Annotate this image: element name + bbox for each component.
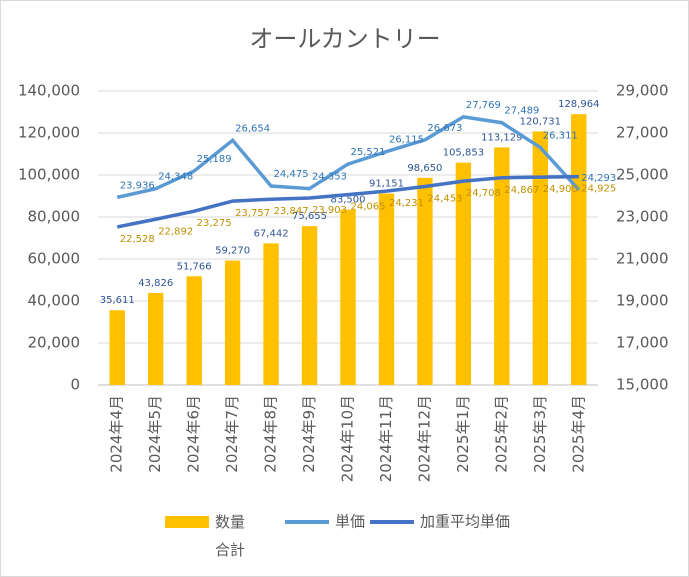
bar-value-label: 128,964	[558, 99, 599, 110]
bar	[340, 209, 356, 385]
line-value-label: 24,293	[581, 173, 616, 184]
line-value-label: 24,453	[427, 193, 462, 204]
bar	[186, 276, 202, 385]
bar-value-label: 59,270	[215, 246, 250, 257]
line-value-label: 22,892	[158, 226, 193, 237]
line	[116, 115, 581, 200]
bar	[571, 114, 587, 385]
line-value-label: 25,521	[351, 147, 386, 158]
bar-value-label: 91,151	[369, 179, 404, 190]
line	[116, 174, 579, 229]
legend-swatch	[165, 516, 209, 528]
y-tick-label: 100,000	[18, 166, 80, 184]
bar	[224, 260, 241, 385]
x-tick-label: 2025年1月	[454, 395, 472, 473]
legend-label: 数量合計	[215, 513, 245, 559]
line-value-label: 23,936	[120, 180, 155, 191]
line-value-label: 25,189	[197, 154, 232, 165]
x-tick-label: 2024年10月	[339, 395, 357, 482]
y2-tick-label: 25,000	[616, 166, 669, 184]
line-value-label: 24,065	[351, 202, 386, 213]
y2-tick-label: 21,000	[616, 250, 669, 268]
line-value-label: 23,847	[274, 206, 309, 217]
line-value-label: 24,348	[158, 172, 193, 183]
bar	[378, 193, 395, 385]
line-value-label: 26,654	[235, 123, 270, 134]
y-tick-label: 140,000	[18, 82, 80, 100]
y2-tick-label: 29,000	[616, 82, 669, 100]
y2-tick-label: 19,000	[616, 292, 669, 310]
bar-value-label: 83,500	[331, 195, 366, 206]
bar-value-label: 43,826	[138, 278, 173, 289]
line-value-label: 27,489	[504, 106, 539, 117]
bar-value-label: 113,129	[481, 132, 522, 143]
bar-value-label: 75,655	[292, 211, 327, 222]
bar-value-label: 67,442	[254, 228, 289, 239]
line-value-label: 24,231	[389, 198, 424, 209]
x-tick-label: 2025年4月	[569, 395, 587, 473]
x-tick-label: 2025年3月	[531, 395, 549, 473]
bar	[148, 292, 164, 385]
legend-label: 加重平均単価	[420, 513, 510, 531]
line-value-label: 24,867	[504, 185, 539, 196]
bar-value-label: 105,853	[443, 148, 484, 159]
y-tick-label: 80,000	[28, 208, 81, 226]
x-tick-label: 2024年6月	[185, 395, 203, 473]
bar-value-label: 51,766	[177, 261, 212, 272]
x-tick-label: 2024年5月	[146, 395, 164, 473]
line-value-label: 24,900	[543, 184, 578, 195]
line-value-label: 24,475	[274, 169, 309, 180]
legend-label: 単価	[335, 513, 365, 531]
bar	[417, 177, 433, 385]
line-value-label: 24,708	[466, 188, 501, 199]
y-tick-label: 0	[70, 376, 80, 394]
line-value-label: 24,353	[312, 172, 347, 183]
bar-value-label: 120,731	[520, 116, 561, 127]
legend-label-line: 数量	[215, 513, 245, 531]
bar	[455, 162, 472, 385]
line-value-label: 26,311	[543, 130, 578, 141]
bar	[263, 243, 279, 385]
y-tick-label: 40,000	[28, 292, 81, 310]
chart-title: オールカントリー	[249, 25, 440, 53]
bar-value-label: 98,650	[407, 163, 442, 174]
y-tick-label: 60,000	[28, 250, 81, 268]
y-tick-label: 20,000	[28, 334, 81, 352]
line-value-label: 24,925	[581, 184, 616, 195]
x-tick-label: 2024年11月	[377, 395, 395, 482]
x-tick-label: 2024年8月	[262, 395, 280, 473]
bar	[301, 226, 318, 385]
bar	[532, 131, 548, 385]
x-tick-label: 2024年7月	[223, 395, 241, 473]
line-value-label: 23,757	[235, 208, 270, 219]
x-tick-label: 2024年4月	[108, 395, 126, 473]
bar-value-label: 35,611	[100, 295, 135, 306]
bar	[109, 310, 125, 385]
line-value-label: 26,673	[427, 123, 462, 134]
x-tick-label: 2025年2月	[492, 395, 510, 473]
y2-tick-label: 27,000	[616, 124, 669, 142]
line-value-label: 23,275	[197, 218, 232, 229]
y2-tick-label: 15,000	[616, 376, 669, 394]
y2-tick-label: 17,000	[616, 334, 669, 352]
line-value-label: 23,903	[312, 205, 347, 216]
line-value-label: 22,528	[120, 234, 155, 245]
y-tick-label: 120,000	[18, 124, 80, 142]
line-value-label: 26,115	[389, 135, 424, 146]
legend-label-line: 合計	[215, 541, 245, 559]
bar	[494, 147, 510, 385]
x-tick-label: 2024年9月	[300, 395, 318, 473]
x-tick-label: 2024年12月	[415, 395, 433, 482]
line-value-label: 27,769	[466, 100, 501, 111]
y2-tick-label: 23,000	[616, 208, 669, 226]
